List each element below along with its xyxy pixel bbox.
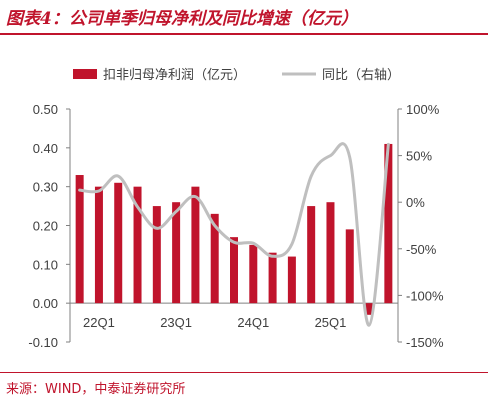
legend-line-label: 同比（右轴）	[322, 68, 400, 83]
bar-4	[152, 206, 161, 304]
bar-10	[268, 252, 277, 304]
x-tick-label: 22Q1	[83, 315, 115, 330]
bar-2	[114, 182, 123, 304]
source-rule	[0, 372, 488, 373]
source-note: 来源：WIND，中泰证券研究所	[6, 382, 186, 397]
bar-8	[230, 237, 238, 304]
right-tick-label: -150%	[406, 335, 444, 350]
chart: 扣非归母净利润（亿元） 同比（右轴） -0.10 0.00 0.10 0.20 0.30…	[28, 68, 444, 350]
yoy-line	[78, 142, 390, 327]
bar-7	[210, 213, 219, 304]
left-tick-label: 0.50	[33, 102, 58, 117]
left-tick-label: 0.10	[33, 257, 58, 272]
right-tick-label: 0%	[406, 195, 425, 210]
bar-9	[249, 244, 258, 304]
bars	[75, 143, 393, 315]
x-tick-label: 25Q1	[315, 315, 347, 330]
right-axis-ticks: -150% -100% -50% 0% 50% 100%	[398, 102, 444, 350]
right-tick-label: -50%	[406, 242, 437, 257]
title-rule	[0, 33, 488, 35]
bar-0	[75, 175, 84, 304]
x-axis-ticks: 22Q1 23Q1 24Q1 25Q1	[83, 315, 346, 330]
bar-6	[191, 186, 200, 304]
left-tick-label: 0.20	[33, 219, 58, 234]
figure-title: 图表4：公司单季归母净利及同比增速（亿元）	[6, 9, 358, 29]
left-tick-label: 0.40	[33, 141, 58, 156]
left-tick-label: 0.00	[33, 296, 58, 311]
legend: 扣非归母净利润（亿元） 同比（右轴）	[73, 68, 400, 83]
right-tick-label: 50%	[406, 149, 432, 164]
bar-15	[365, 303, 374, 315]
left-tick-label: -0.10	[28, 335, 58, 350]
right-tick-label: -100%	[406, 288, 444, 303]
legend-bar-swatch	[73, 69, 97, 79]
legend-bar-label: 扣非归母净利润（亿元）	[103, 68, 246, 83]
bar-1	[94, 186, 103, 304]
bar-3	[133, 186, 142, 304]
x-tick-label: 23Q1	[160, 315, 192, 330]
bar-14	[345, 229, 354, 304]
left-tick-label: 0.30	[33, 180, 58, 195]
x-tick-label: 24Q1	[237, 315, 269, 330]
bar-16	[384, 143, 393, 304]
bar-11	[287, 256, 296, 304]
right-tick-label: 100%	[406, 102, 440, 117]
bar-12	[307, 206, 316, 304]
bar-13	[326, 202, 335, 304]
bar-5	[172, 202, 181, 304]
left-axis-ticks: -0.10 0.00 0.10 0.20 0.30 0.40 0.50	[28, 102, 70, 350]
